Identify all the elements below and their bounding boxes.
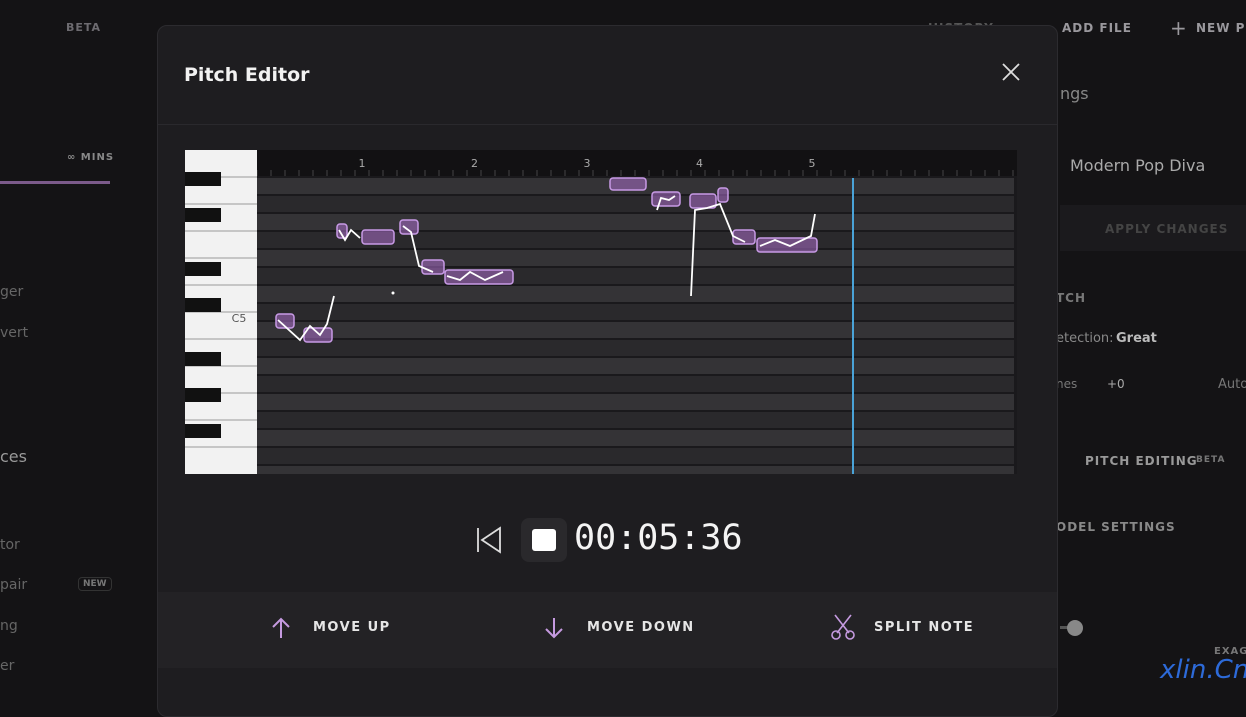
- lane: [257, 250, 1014, 266]
- lane: [257, 448, 1014, 464]
- sidebar-item[interactable]: pair: [0, 577, 28, 593]
- exag-label: EXAG: [1214, 646, 1246, 657]
- pitch-section: TCH: [1056, 291, 1087, 305]
- lane: [257, 196, 1014, 212]
- pitch-curve: [277, 295, 335, 342]
- lane: [257, 232, 1014, 248]
- note: [275, 313, 295, 329]
- note: [336, 223, 348, 239]
- lane: [257, 340, 1014, 356]
- close-button[interactable]: [1001, 62, 1021, 82]
- move-down-icon: [545, 618, 563, 639]
- black-key: [185, 208, 221, 222]
- sidebar-item[interactable]: er: [0, 658, 15, 674]
- split-icon: [831, 614, 855, 640]
- modal-title: Pitch Editor: [184, 64, 310, 86]
- semitones-label: nes: [1056, 377, 1078, 391]
- lane: [257, 268, 1014, 284]
- move-up-button[interactable]: MOVE UP: [313, 620, 391, 635]
- lane: [257, 376, 1014, 392]
- move-down-button[interactable]: MOVE DOWN: [587, 620, 695, 635]
- lane: [257, 358, 1014, 374]
- key-label: C5: [232, 312, 247, 325]
- black-key: [185, 262, 221, 276]
- beta-badge: BETA: [66, 21, 102, 34]
- model-settings: ODEL SETTINGS: [1056, 520, 1176, 534]
- panel-heading: ngs: [1060, 84, 1089, 103]
- sidebar-item[interactable]: tor: [0, 537, 20, 553]
- lane: [257, 214, 1014, 230]
- detection-value: Great: [1116, 331, 1157, 346]
- apply-bg: [1060, 205, 1246, 251]
- lane: [257, 286, 1014, 302]
- ruler-label: 3: [584, 157, 591, 170]
- new-badge: NEW: [78, 577, 112, 591]
- pitch-curve: [759, 213, 816, 247]
- page: BETA HISTORY ADD FILE NEW PR + ∞ MINS ge…: [0, 16, 1246, 717]
- sidebar-item[interactable]: ger: [0, 284, 24, 300]
- lane: [257, 394, 1014, 410]
- stop-button[interactable]: [521, 518, 567, 562]
- black-key: [185, 352, 221, 366]
- move-up-icon: [272, 617, 290, 638]
- add-file-button[interactable]: ADD FILE: [1062, 21, 1132, 35]
- beta-badge: BETA: [1196, 455, 1226, 465]
- note: [303, 327, 333, 343]
- note: [399, 219, 419, 235]
- pitch-curve: [402, 225, 434, 273]
- split-note-button[interactable]: SPLIT NOTE: [874, 620, 975, 635]
- skip-back-button[interactable]: [476, 526, 502, 554]
- watermark: xlin.Cn: [1160, 655, 1246, 685]
- apply-button[interactable]: APPLY CHANGES: [1105, 222, 1229, 236]
- slider-thumb[interactable]: [1067, 620, 1083, 636]
- pitch-editing-tab[interactable]: PITCH EDITING: [1085, 454, 1198, 468]
- semitones-value[interactable]: +0: [1107, 377, 1125, 391]
- plus-icon: +: [1170, 16, 1187, 40]
- auto-label: Auto: [1218, 377, 1246, 392]
- lane: [257, 304, 1014, 320]
- action-bar: [158, 592, 1057, 668]
- lane: [257, 430, 1014, 446]
- black-key: [185, 424, 221, 438]
- black-key: [185, 298, 221, 312]
- note: [717, 187, 729, 203]
- ruler: [257, 150, 1017, 176]
- usage-bar: [0, 181, 110, 184]
- pitch-editor-modal: Pitch Editor 1 2 3 4 5 C5 00:05:36 MOVE UP MO…: [157, 25, 1058, 717]
- sidebar-heading: ces: [0, 447, 27, 466]
- detection-label: etection:: [1056, 331, 1114, 346]
- ruler-label: 4: [696, 157, 703, 170]
- pitch-curve: [446, 270, 504, 282]
- piano-roll: 1 2 3 4 5 C5: [185, 150, 1017, 474]
- ruler-label: 5: [809, 157, 816, 170]
- sidebar-item[interactable]: ng: [0, 618, 18, 634]
- sidebar-item[interactable]: vert: [0, 325, 29, 341]
- pitch-dot: [391, 291, 395, 295]
- divider: [158, 124, 1057, 125]
- lane: [257, 412, 1014, 428]
- lane: [257, 322, 1014, 338]
- voice-name: Modern Pop Diva: [1070, 156, 1206, 175]
- pitch-curve: [690, 202, 746, 297]
- ruler-label: 2: [471, 157, 478, 170]
- ruler-label: 1: [359, 157, 366, 170]
- timecode: 00:05:36: [574, 518, 743, 558]
- new-project-button[interactable]: NEW PR: [1196, 21, 1246, 35]
- note: [361, 229, 395, 245]
- pitch-curve: [656, 195, 676, 211]
- note: [609, 177, 647, 191]
- pitch-curve: [338, 228, 361, 242]
- black-key: [185, 172, 221, 186]
- black-key: [185, 388, 221, 402]
- lane: [257, 466, 1014, 474]
- mins-label: ∞ MINS: [67, 152, 115, 163]
